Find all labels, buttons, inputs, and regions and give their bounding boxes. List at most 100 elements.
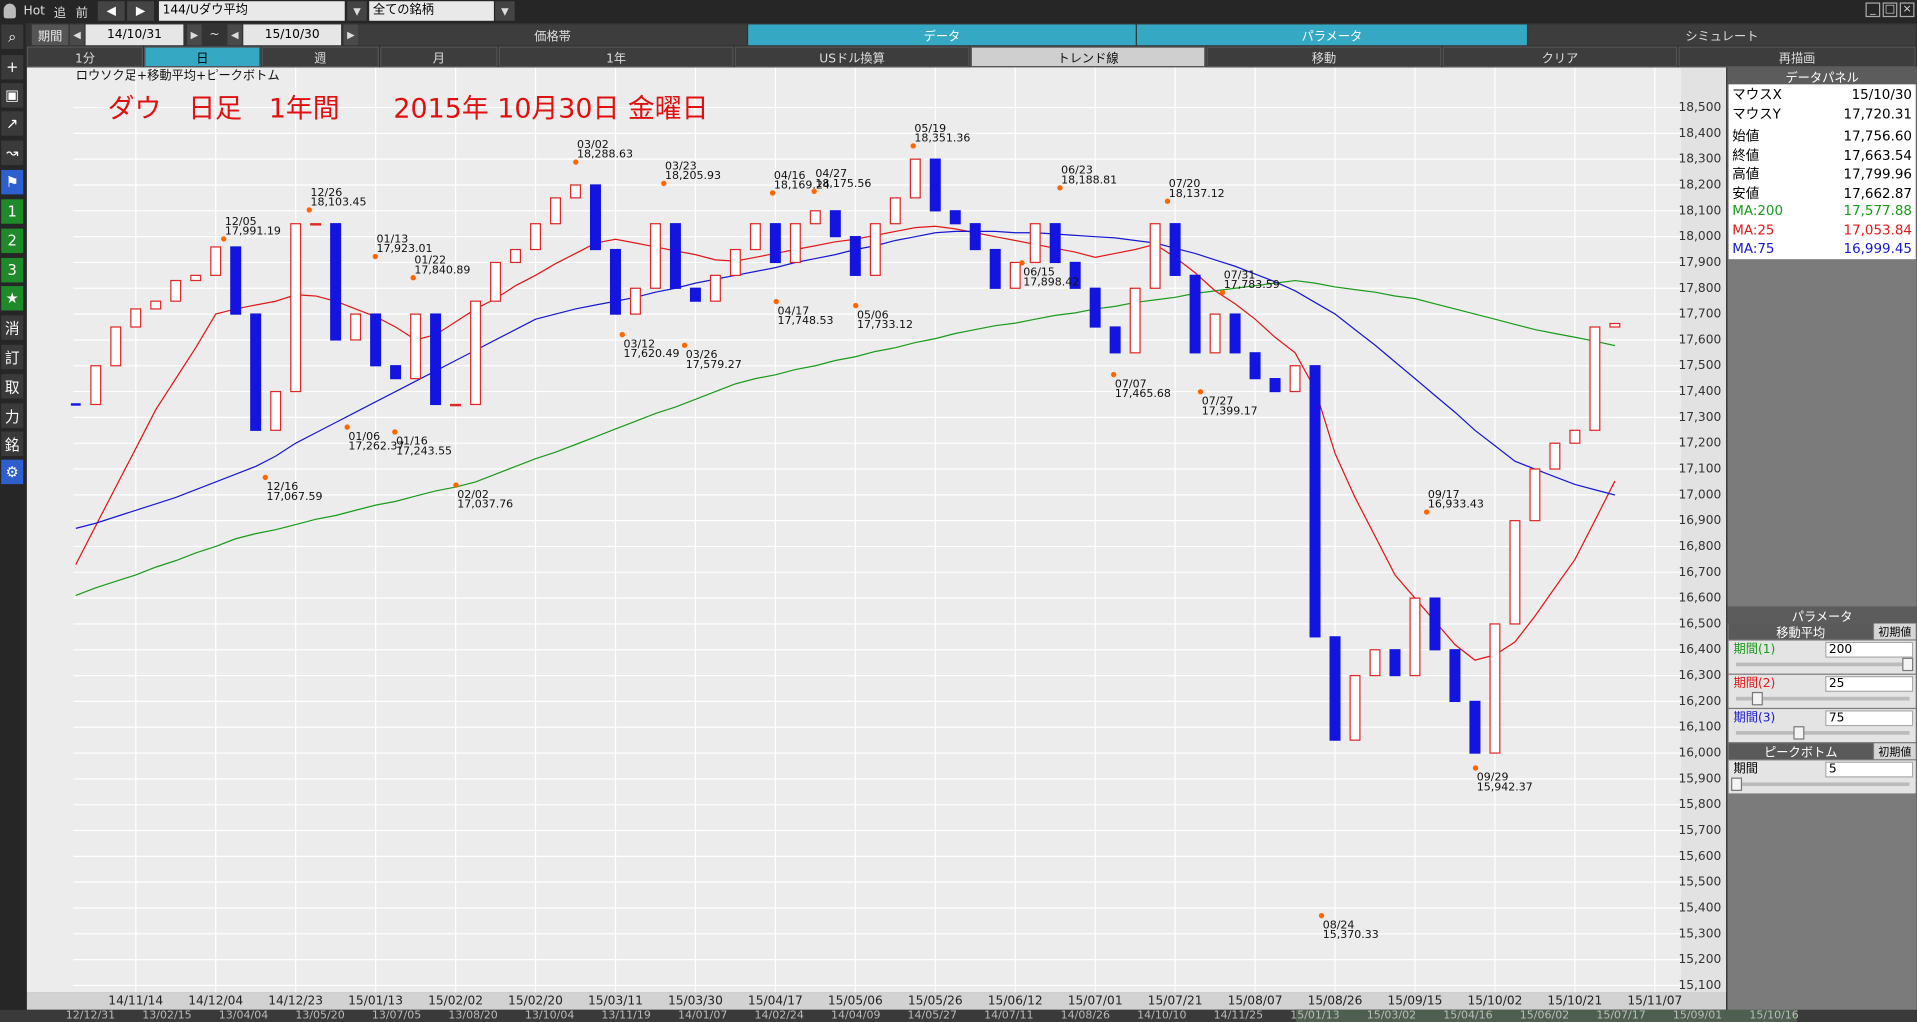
y-tick-label: 18,300 xyxy=(1679,152,1722,166)
peak-marker xyxy=(573,159,579,165)
param-input[interactable]: 5 xyxy=(1825,761,1914,778)
data-label: 終値 xyxy=(1732,147,1760,164)
toolbar-button[interactable]: 再描画 xyxy=(1678,46,1916,68)
peak-marker xyxy=(1111,371,1117,378)
slider-thumb[interactable] xyxy=(1751,691,1763,706)
back-button[interactable]: ◀ xyxy=(97,1,125,21)
peak-value: 18,175.56 xyxy=(815,177,871,190)
tool-icon[interactable]: ↗ xyxy=(1,111,24,136)
y-tick-label: 16,700 xyxy=(1679,565,1722,579)
tool-icon[interactable]: ⚑ xyxy=(1,169,24,195)
window-button[interactable]: _ xyxy=(1865,2,1881,18)
toolbar-button[interactable]: 1年 xyxy=(498,46,734,68)
scrollbar-date: 15/10/16 xyxy=(1749,1009,1799,1022)
symbol-dropdown[interactable]: ▼ xyxy=(347,1,367,21)
window-button[interactable]: × xyxy=(1899,2,1915,18)
tool-icon[interactable]: 銘 xyxy=(1,431,24,456)
param-input[interactable]: 200 xyxy=(1825,641,1914,658)
peak-value: 17,783.59 xyxy=(1224,278,1280,291)
tool-icon[interactable]: 3 xyxy=(1,257,24,283)
toolbar-button[interactable]: 日 xyxy=(144,46,261,68)
peak-marker xyxy=(1423,509,1430,515)
peak-value: 17,748.53 xyxy=(778,314,834,327)
universe-dropdown[interactable]: ▼ xyxy=(495,1,515,21)
peak-value: 18,351.36 xyxy=(914,132,970,145)
tool-icon[interactable]: ▣ xyxy=(1,83,24,108)
date-step[interactable]: ◀ xyxy=(69,24,85,46)
tool-icon[interactable]: ⌕ xyxy=(1,24,24,49)
window-button[interactable]: □ xyxy=(1882,2,1898,18)
prev-button[interactable]: 前 xyxy=(75,6,89,21)
tool-icon[interactable]: 2 xyxy=(1,228,24,254)
date-step[interactable]: ▶ xyxy=(343,24,359,46)
forward-button[interactable]: ▶ xyxy=(127,1,155,21)
candle xyxy=(1549,442,1561,470)
tool-icon[interactable]: 力 xyxy=(1,403,24,428)
y-tick-label: 17,000 xyxy=(1679,487,1722,501)
date-step[interactable]: ▶ xyxy=(187,24,202,46)
x-tick-label: 15/07/21 xyxy=(1148,994,1203,1008)
peak-marker xyxy=(372,253,378,260)
tool-icon[interactable]: 1 xyxy=(1,199,24,224)
param-input[interactable]: 25 xyxy=(1825,676,1914,692)
param-input[interactable]: 75 xyxy=(1825,710,1914,727)
data-panel-table xyxy=(1728,84,1916,260)
slider-thumb[interactable] xyxy=(1793,726,1805,740)
peak-value: 17,243.55 xyxy=(396,445,452,458)
y-tick-label: 15,900 xyxy=(1679,771,1722,785)
candle xyxy=(1129,287,1141,354)
candle xyxy=(949,210,961,225)
toolbar-button[interactable]: 月 xyxy=(380,46,498,68)
toolbar-button[interactable]: 週 xyxy=(261,46,379,68)
candle xyxy=(190,274,202,282)
hot-button[interactable]: Hot xyxy=(23,4,45,18)
reset-button[interactable]: 初期値 xyxy=(1874,743,1916,760)
x-tick-label: 15/01/13 xyxy=(348,994,403,1008)
tab[interactable]: シミュレート xyxy=(1528,24,1916,46)
peak-marker xyxy=(1164,198,1171,204)
tool-icon[interactable]: + xyxy=(1,55,24,80)
toolbar-button[interactable]: 1分 xyxy=(26,46,144,68)
universe-select[interactable]: 全ての銘柄 xyxy=(369,1,494,21)
toolbar-button[interactable]: 移動 xyxy=(1206,46,1442,68)
ma-value: 17,577.88 xyxy=(1843,202,1912,219)
ma-label: MA:200 xyxy=(1732,202,1784,219)
candle xyxy=(130,308,142,328)
tab[interactable]: パラメータ xyxy=(1136,24,1527,46)
candle xyxy=(230,246,242,315)
toolbar-button[interactable]: トレンド線 xyxy=(970,46,1206,68)
peak-marker xyxy=(811,188,817,194)
slider-thumb[interactable] xyxy=(1731,777,1743,791)
date-to[interactable]: 15/10/30 xyxy=(243,24,342,46)
y-tick-label: 18,200 xyxy=(1679,177,1722,191)
y-tick-label: 18,500 xyxy=(1679,100,1722,114)
peak-date: 12/05 xyxy=(225,215,257,228)
slider-track xyxy=(1735,662,1910,667)
slider-thumb[interactable] xyxy=(1902,657,1914,672)
x-tick-label: 14/11/14 xyxy=(108,994,163,1008)
date-step[interactable]: ◀ xyxy=(227,24,243,46)
toolbar-button[interactable]: クリア xyxy=(1442,46,1678,68)
date-separator: ~ xyxy=(209,28,220,42)
period-label[interactable]: 期間 xyxy=(31,24,69,46)
tool-icon[interactable]: 取 xyxy=(1,374,24,399)
tool-icon[interactable]: 消 xyxy=(1,315,24,340)
date-from[interactable]: 14/10/31 xyxy=(85,24,184,46)
reset-button[interactable]: 初期値 xyxy=(1874,623,1916,640)
tool-icon[interactable]: ⚙ xyxy=(1,459,24,485)
x-tick-label: 15/09/15 xyxy=(1388,994,1443,1008)
toolbar-button[interactable]: USドル換算 xyxy=(734,46,970,68)
tool-icon[interactable]: 訂 xyxy=(1,344,24,370)
tab[interactable]: データ xyxy=(748,24,1136,46)
tool-icon[interactable]: ★ xyxy=(1,286,24,311)
tool-icon[interactable]: ↝ xyxy=(1,140,24,166)
tab[interactable]: 価格帯 xyxy=(358,24,747,46)
symbol-select[interactable]: 144/Uダウ平均 xyxy=(158,1,345,21)
peak-value: 17,399.17 xyxy=(1202,404,1258,417)
x-axis-strip xyxy=(26,992,1727,1010)
candle xyxy=(989,248,1001,289)
peak-date: 04/27 xyxy=(815,167,847,180)
peak-marker xyxy=(453,482,459,488)
add-button[interactable]: 追 xyxy=(53,6,67,21)
candle xyxy=(1309,365,1321,638)
